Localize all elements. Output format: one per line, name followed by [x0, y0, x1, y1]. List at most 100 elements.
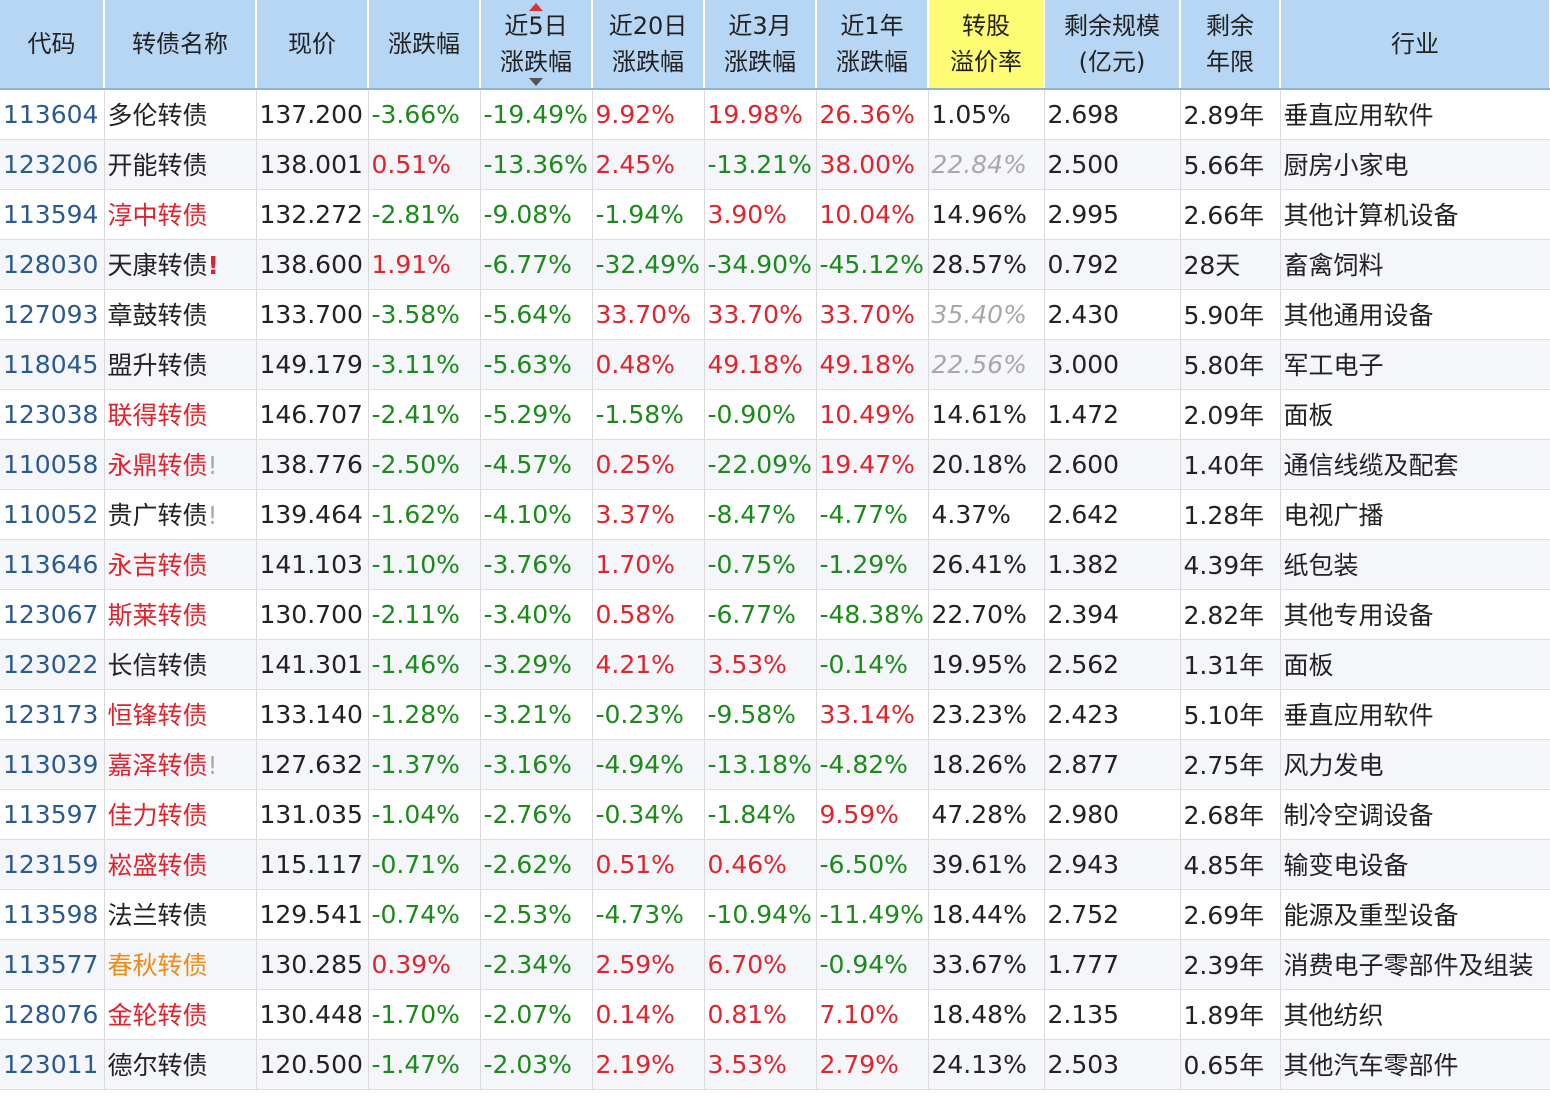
bond-name-cell[interactable]: 嘉泽转债!: [104, 739, 257, 790]
bond-code-link[interactable]: 118045: [0, 339, 105, 390]
column-header-premium[interactable]: 转股 溢价率: [928, 0, 1045, 90]
bond-name-cell[interactable]: 崧盛转债: [104, 839, 257, 890]
bond-name-cell[interactable]: 多伦转债: [104, 89, 257, 140]
table-row[interactable]: 123038 联得转债 146.707 -2.41% -5.29% -1.58% -0.90…: [0, 389, 1550, 440]
table-row[interactable]: 123159 崧盛转债 115.117 -0.71% -2.62% 0.51% 0.46% -…: [0, 839, 1550, 890]
bond-name-link[interactable]: 贵广转债: [107, 501, 208, 530]
bond-name-link[interactable]: 嘉泽转债: [107, 751, 208, 780]
table-row[interactable]: 113604 多伦转债 137.200 -3.66% -19.49% 9.92% 19.98…: [0, 89, 1550, 140]
bond-name-cell[interactable]: 春秋转债: [104, 939, 257, 990]
bond-code-link[interactable]: 113604: [0, 89, 105, 140]
bond-name-link[interactable]: 联得转债: [107, 401, 208, 430]
column-header-chg20[interactable]: 近20日 涨跌幅: [592, 0, 705, 90]
column-header-years[interactable]: 剩余 年限: [1180, 0, 1281, 90]
bond-code-link[interactable]: 110052: [0, 489, 105, 540]
bond-code-link[interactable]: 127093: [0, 289, 105, 340]
bond-name-cell[interactable]: 永鼎转债!: [104, 439, 257, 490]
column-header-name[interactable]: 转债名称: [104, 0, 257, 90]
table-row[interactable]: 127093 章鼓转债 133.700 -3.58% -5.64% 33.70% 33.70…: [0, 289, 1550, 340]
bond-code-link[interactable]: 123159: [0, 839, 105, 890]
bond-name-link[interactable]: 盟升转债: [107, 351, 208, 380]
remaining-size-cell: 2.562: [1044, 639, 1181, 690]
bond-name-cell[interactable]: 开能转债: [104, 139, 257, 190]
sort-descending-icon[interactable]: [529, 78, 543, 86]
table-row[interactable]: 113646 永吉转债 141.103 -1.10% -3.76% 1.70% -0.75%…: [0, 539, 1550, 590]
column-header-industry[interactable]: 行业: [1280, 0, 1550, 90]
bond-name-link[interactable]: 斯莱转债: [107, 601, 208, 630]
bond-code-link[interactable]: 128030: [0, 239, 105, 290]
table-row[interactable]: 123022 长信转债 141.301 -1.46% -3.29% 4.21% 3.53% -…: [0, 639, 1550, 690]
table-row[interactable]: 123067 斯莱转债 130.700 -2.11% -3.40% 0.58% -6.77%…: [0, 589, 1550, 640]
bond-name-cell[interactable]: 章鼓转债: [104, 289, 257, 340]
bond-code-link[interactable]: 113039: [0, 739, 105, 790]
table-row[interactable]: 118045 盟升转债 149.179 -3.11% -5.63% 0.48% 49.18%…: [0, 339, 1550, 390]
bond-code-link[interactable]: 123011: [0, 1039, 105, 1090]
column-header-chg3m[interactable]: 近3月 涨跌幅: [704, 0, 817, 90]
table-row[interactable]: 113597 佳力转债 131.035 -1.04% -2.76% -0.34% -1.84…: [0, 789, 1550, 840]
bond-name-cell[interactable]: 金轮转债: [104, 989, 257, 1040]
bond-name-link[interactable]: 章鼓转债: [107, 301, 208, 330]
remaining-size-cell: 2.995: [1044, 189, 1181, 240]
bond-code-link[interactable]: 113577: [0, 939, 105, 990]
bond-name-cell[interactable]: 德尔转债: [104, 1039, 257, 1090]
bond-name-cell[interactable]: 淳中转债: [104, 189, 257, 240]
sort-ascending-icon[interactable]: [529, 3, 543, 11]
column-header-price[interactable]: 现价: [256, 0, 369, 90]
column-header-chg1y[interactable]: 近1年 涨跌幅: [816, 0, 929, 90]
bond-name-cell[interactable]: 斯莱转债: [104, 589, 257, 640]
bond-code-link[interactable]: 123022: [0, 639, 105, 690]
bond-code-link[interactable]: 123038: [0, 389, 105, 440]
column-header-label: 涨跌幅: [724, 48, 796, 76]
bond-name-cell[interactable]: 佳力转债: [104, 789, 257, 840]
bond-name-link[interactable]: 天康转债: [107, 251, 208, 280]
table-row[interactable]: 128030 天康转债! 138.600 1.91% -6.77% -32.49% -34.…: [0, 239, 1550, 290]
change-5d-cell: -5.64%: [480, 289, 593, 340]
table-row[interactable]: 123173 恒锋转债 133.140 -1.28% -3.21% -0.23% -9.58…: [0, 689, 1550, 740]
table-row[interactable]: 113577 春秋转债 130.285 0.39% -2.34% 2.59% 6.70% -0…: [0, 939, 1550, 990]
table-row[interactable]: 123011 德尔转债 120.500 -1.47% -2.03% 2.19% 3.53% 2…: [0, 1039, 1550, 1090]
bond-code-link[interactable]: 123173: [0, 689, 105, 740]
bond-name-cell[interactable]: 贵广转债!: [104, 489, 257, 540]
bond-name-cell[interactable]: 法兰转债: [104, 889, 257, 940]
bond-code-link[interactable]: 123067: [0, 589, 105, 640]
bond-name-cell[interactable]: 天康转债!: [104, 239, 257, 290]
bond-name-link[interactable]: 多伦转债: [107, 101, 208, 131]
table-row[interactable]: 128076 金轮转债 130.448 -1.70% -2.07% 0.14% 0.81% 7…: [0, 989, 1550, 1040]
table-row[interactable]: 110052 贵广转债! 139.464 -1.62% -4.10% 3.37% -8.47…: [0, 489, 1550, 540]
change-1y-cell: 9.59%: [816, 789, 929, 840]
column-header-chg5[interactable]: 近5日 涨跌幅: [480, 0, 593, 90]
bond-name-link[interactable]: 金轮转债: [107, 1001, 208, 1030]
bond-name-cell[interactable]: 恒锋转债: [104, 689, 257, 740]
bond-name-cell[interactable]: 长信转债: [104, 639, 257, 690]
bond-code-link[interactable]: 113594: [0, 189, 105, 240]
table-row[interactable]: 113594 淳中转债 132.272 -2.81% -9.08% -1.94% 3.90%…: [0, 189, 1550, 240]
bond-code-link[interactable]: 113598: [0, 889, 105, 940]
bond-code-link[interactable]: 113597: [0, 789, 105, 840]
bond-name-link[interactable]: 长信转债: [107, 651, 208, 680]
column-header-code[interactable]: 代码: [0, 0, 105, 90]
bond-name-link[interactable]: 法兰转债: [107, 901, 208, 930]
column-header-size[interactable]: 剩余规模 (亿元): [1044, 0, 1181, 90]
table-row[interactable]: 113598 法兰转债 129.541 -0.74% -2.53% -4.73% -10.9…: [0, 889, 1550, 940]
bond-name-link[interactable]: 永鼎转债: [107, 451, 208, 480]
bond-name-link[interactable]: 淳中转债: [107, 201, 208, 230]
bond-name-link[interactable]: 佳力转债: [107, 801, 208, 830]
bond-code-link[interactable]: 123206: [0, 139, 105, 190]
bond-name-link[interactable]: 永吉转债: [107, 551, 208, 580]
bond-name-link[interactable]: 德尔转债: [107, 1051, 208, 1080]
bond-code-link[interactable]: 113646: [0, 539, 105, 590]
table-row[interactable]: 123206 开能转债 138.001 0.51% -13.36% 2.45% -13.21…: [0, 139, 1550, 190]
bond-name-link[interactable]: 恒锋转债: [107, 701, 208, 730]
bond-code-link[interactable]: 128076: [0, 989, 105, 1040]
bond-name-cell[interactable]: 盟升转债: [104, 339, 257, 390]
column-header-chg[interactable]: 涨跌幅: [368, 0, 481, 90]
table-row[interactable]: 113039 嘉泽转债! 127.632 -1.37% -3.16% -4.94% -13.…: [0, 739, 1550, 790]
bond-name-cell[interactable]: 永吉转债: [104, 539, 257, 590]
table-row[interactable]: 110058 永鼎转债! 138.776 -2.50% -4.57% 0.25% -22.0…: [0, 439, 1550, 490]
bond-name-link[interactable]: 春秋转债: [107, 951, 208, 980]
bond-name-link[interactable]: 崧盛转债: [107, 851, 208, 880]
bond-name-link[interactable]: 开能转债: [107, 151, 208, 180]
bond-code-link[interactable]: 110058: [0, 439, 105, 490]
change-1y-cell: 26.36%: [816, 89, 929, 140]
bond-name-cell[interactable]: 联得转债: [104, 389, 257, 440]
